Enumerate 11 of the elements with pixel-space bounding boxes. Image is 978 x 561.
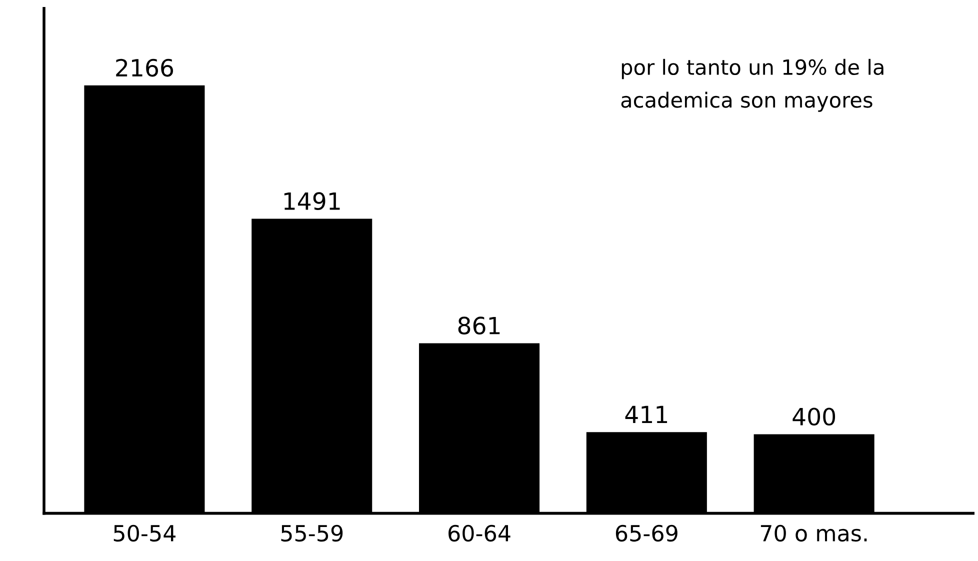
annotation: por lo tanto un 19% de la academica son mayores [621, 58, 884, 112]
x-tick-label: 55-59 [281, 524, 343, 542]
data-label: 411 [625, 406, 668, 424]
data-label: 400 [792, 408, 836, 426]
x-tick-label: 50-54 [114, 524, 176, 542]
data-label: 1491 [284, 192, 340, 210]
data-label: 861 [458, 316, 500, 334]
x-tick-label: 65-69 [616, 524, 678, 542]
data-label: 2166 [116, 58, 174, 77]
x-tick-label: 60-64 [448, 524, 510, 542]
x-tick-label: 70 o mas. [760, 524, 867, 542]
